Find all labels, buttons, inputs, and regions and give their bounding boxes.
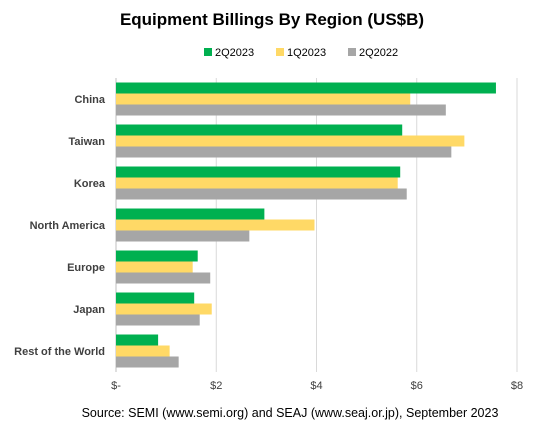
category-label: Europe (67, 262, 105, 274)
category-label: Korea (74, 178, 106, 190)
category-labels: China Taiwan Korea North America Europe Japan… (14, 94, 106, 358)
category-label: Rest of the World (14, 346, 105, 358)
bar (116, 356, 179, 368)
category-label: Taiwan (69, 136, 106, 148)
bar (116, 208, 265, 220)
bar (116, 166, 401, 178)
chart-title: Equipment Billings By Region (US$B) (120, 10, 424, 29)
x-tick-label: $6 (411, 380, 423, 392)
bar (116, 188, 407, 200)
x-tick-label: $2 (210, 380, 222, 392)
source-note: Source: SEMI (www.semi.org) and SEAJ (ww… (82, 406, 499, 420)
legend: 2Q2023 1Q2023 2Q2022 (204, 47, 398, 59)
bar (116, 135, 465, 147)
bar (116, 230, 250, 242)
bars (116, 82, 496, 368)
category-label: Japan (73, 304, 105, 316)
bar (116, 124, 403, 136)
bar (116, 314, 200, 326)
bar (116, 219, 315, 231)
bar (116, 93, 411, 105)
bar (116, 261, 193, 273)
legend-label: 2Q2022 (359, 47, 398, 59)
x-tick-label: $4 (310, 380, 322, 392)
category-label: North America (30, 220, 106, 232)
x-tick-label: $- (111, 380, 121, 392)
x-axis-ticks: $- $2 $4 $6 $8 (111, 380, 523, 392)
bar (116, 292, 195, 304)
x-tick-label: $8 (511, 380, 523, 392)
bar (116, 146, 452, 158)
bar (116, 104, 446, 116)
legend-label: 2Q2023 (215, 47, 254, 59)
bar (116, 334, 159, 346)
bar (116, 250, 198, 262)
bar (116, 303, 212, 315)
bar (116, 272, 211, 284)
legend-label: 1Q2023 (287, 47, 326, 59)
legend-swatch (348, 48, 356, 56)
bar (116, 177, 398, 189)
legend-swatch (204, 48, 212, 56)
bar (116, 82, 496, 94)
category-label: China (74, 94, 105, 106)
bar (116, 345, 170, 357)
legend-swatch (276, 48, 284, 56)
